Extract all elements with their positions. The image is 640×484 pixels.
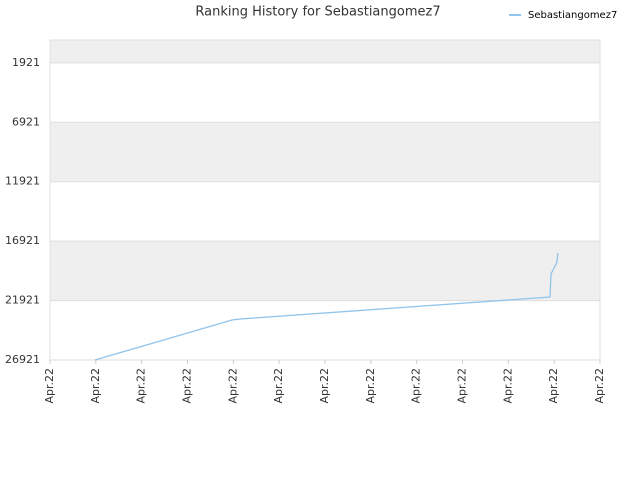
x-tick-label: Apr.22 [89, 368, 102, 404]
y-tick-label: 16921 [5, 234, 40, 247]
x-tick-label: Apr.22 [181, 368, 194, 404]
plot-band [50, 122, 600, 182]
y-tick-label: 21921 [5, 294, 40, 307]
plot-band [50, 300, 600, 360]
x-tick-label: Apr.22 [547, 368, 560, 404]
y-tick-label: 11921 [5, 175, 40, 188]
x-tick-label: Apr.22 [226, 368, 239, 404]
x-tick-label: Apr.22 [364, 368, 377, 404]
x-tick-label: Apr.22 [272, 368, 285, 404]
series-line [94, 252, 559, 361]
plot-band [50, 181, 600, 242]
y-tick-label: 26921 [5, 353, 40, 366]
legend-label: Sebastiangomez7 [528, 10, 617, 21]
y-tick-label: 1921 [12, 56, 40, 69]
plot-band [50, 62, 600, 123]
y-tick-label: 6921 [12, 115, 40, 128]
plot-band [50, 40, 600, 63]
x-tick-label: Apr.22 [410, 368, 423, 404]
x-tick-label: Apr.22 [135, 368, 148, 404]
plot-band [50, 241, 600, 301]
x-tick-label: Apr.22 [43, 368, 56, 404]
x-tick-label: Apr.22 [593, 368, 606, 404]
x-tick-label: Apr.22 [501, 368, 514, 404]
x-tick-label: Apr.22 [318, 368, 331, 404]
x-tick-label: Apr.22 [456, 368, 469, 404]
chart-title: Ranking History for Sebastiangomez7 [195, 5, 440, 20]
